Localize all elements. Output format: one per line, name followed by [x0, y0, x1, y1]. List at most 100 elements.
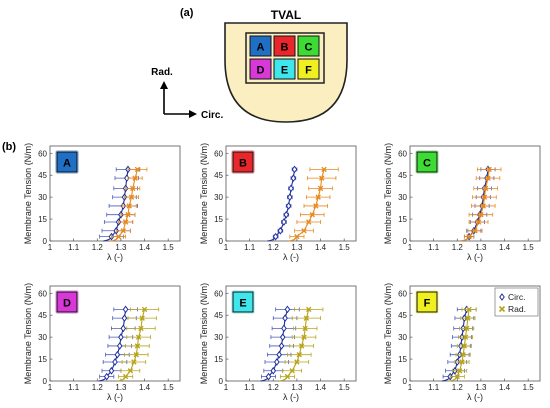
data-point-rad: [301, 334, 307, 340]
y-tick-label: 60: [398, 289, 407, 298]
leaflet-tile-label: B: [281, 42, 289, 54]
plot-area: [49, 145, 181, 242]
plot-area: [409, 145, 541, 242]
data-point-circ: [118, 333, 124, 341]
series-circ: [460, 165, 496, 242]
data-point-rad: [454, 373, 460, 380]
data-point-circ: [290, 174, 297, 182]
y-tick-label: 30: [38, 333, 47, 342]
plot-area: [49, 285, 181, 382]
legend-rad-label: Rad.: [508, 304, 526, 314]
data-point-rad: [303, 315, 310, 321]
leaflet-tile-b: [273, 35, 296, 57]
data-point-rad: [294, 233, 300, 240]
series-rad: [117, 306, 160, 382]
panel-badge: [56, 291, 78, 313]
series-rad: [279, 306, 324, 382]
legend-circ-marker: [499, 293, 505, 301]
x-tick-label: 1.3: [291, 243, 303, 252]
panel-badge-label: D: [63, 298, 71, 310]
x-tick-label: 1.1: [428, 243, 440, 252]
x-axis-label: λ (-): [107, 392, 123, 402]
legend-rad-marker: [498, 305, 506, 313]
legend-box: [494, 287, 539, 317]
panel-badge: [56, 151, 78, 173]
data-point-rad: [306, 219, 312, 225]
data-point-circ: [277, 226, 284, 235]
x-tick-label: 1.5: [523, 243, 535, 252]
x-tick-label: 1.4: [499, 243, 511, 252]
data-point-rad: [485, 175, 491, 181]
data-point-rad: [306, 306, 312, 313]
x-tick-label: 1.1: [68, 243, 80, 252]
y-axis-label: Membrane Tension (N/m): [199, 143, 209, 244]
chart-panel-a: 1 1.1 1.2 1.3 1.4 1.5 0 15 30 45 60 λ (-) Membrane T…: [23, 143, 181, 262]
x-tick-label: 1.3: [115, 243, 127, 252]
y-tick-label: 45: [398, 311, 407, 320]
data-point-circ: [103, 372, 110, 381]
x-tick-label: 1.1: [68, 383, 80, 392]
y-axis-label: Membrane Tension (N/m): [23, 283, 33, 384]
data-point-circ: [276, 350, 283, 359]
data-point-rad: [134, 343, 141, 349]
y-tick-label: 15: [214, 355, 223, 364]
data-point-rad: [465, 315, 471, 321]
leaflet-tile-label: A: [257, 42, 265, 54]
data-point-rad: [302, 325, 308, 332]
data-point-rad: [132, 175, 138, 181]
tval-title: TVAL: [271, 8, 301, 22]
x-tick-label: 1: [48, 243, 53, 252]
leaflet-tile-label: C: [305, 42, 313, 54]
x-tick-label: 1.2: [452, 243, 464, 252]
series-rad: [460, 166, 502, 242]
panel-badge-label: B: [239, 158, 247, 170]
leaflet-tile-d: [249, 58, 272, 80]
y-tick-label: 30: [214, 333, 223, 342]
x-tick-label: 1.2: [268, 243, 280, 252]
x-tick-label: 1.5: [163, 243, 175, 252]
leaflet-tile-f: [297, 58, 320, 80]
chart-panel-c: 1 1.1 1.2 1.3 1.4 1.5 0 15 30 45 60 λ (-) Membrane T…: [383, 143, 541, 262]
data-point-circ: [116, 342, 123, 350]
x-tick-label: 1.5: [523, 383, 535, 392]
data-point-rad: [127, 368, 134, 374]
leaflet-tile-label: D: [257, 65, 265, 77]
x-tick-label: 1: [408, 243, 413, 252]
panel-badge-label: F: [424, 298, 431, 310]
y-tick-label: 45: [214, 171, 223, 180]
panel-badge: [232, 291, 254, 313]
data-point-rad: [120, 228, 126, 234]
orientation-axes: Rad. Circ.: [151, 67, 223, 121]
data-point-rad: [301, 228, 307, 234]
plot-area: [225, 285, 357, 382]
y-tick-label: 15: [214, 215, 223, 224]
leaflet-tile-label: F: [305, 65, 312, 77]
data-point-circ: [281, 218, 287, 226]
panel-badge: [232, 151, 254, 173]
y-tick-label: 15: [38, 355, 47, 364]
x-tick-label: 1.4: [315, 383, 327, 392]
data-point-circ: [120, 324, 127, 333]
data-point-rad: [486, 166, 492, 173]
panel-badge-label: C: [423, 158, 431, 170]
x-tick-label: 1.4: [315, 243, 327, 252]
data-point-rad: [317, 185, 324, 192]
series-rad: [288, 166, 339, 242]
x-tick-label: 1.3: [291, 383, 303, 392]
panel-badge: [416, 151, 438, 173]
y-tick-label: 45: [38, 171, 47, 180]
data-point-rad: [298, 343, 305, 349]
x-tick-label: 1.2: [268, 383, 280, 392]
data-point-rad: [139, 315, 145, 321]
data-point-rad: [478, 211, 484, 218]
data-point-rad: [115, 233, 122, 240]
y-axis-label: Membrane Tension (N/m): [23, 143, 33, 244]
data-point-circ: [273, 358, 280, 366]
y-tick-label: 45: [214, 311, 223, 320]
data-point-rad: [296, 351, 302, 358]
data-point-circ: [108, 366, 115, 375]
data-point-circ: [281, 324, 287, 333]
panel-badge-label: A: [63, 158, 71, 170]
x-axis-label: λ (-): [107, 252, 123, 262]
